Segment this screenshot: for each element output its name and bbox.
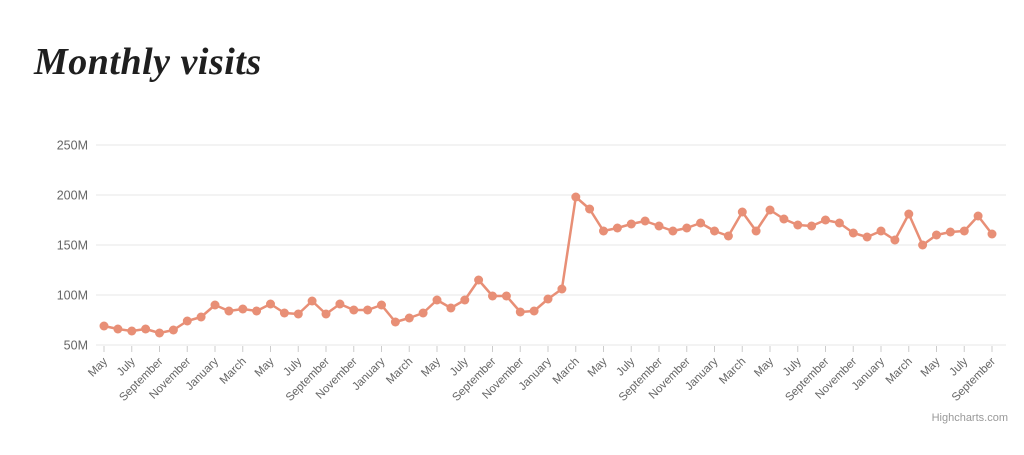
data-point-marker[interactable] [377,300,386,310]
data-point-marker[interactable] [127,326,137,336]
data-point-marker[interactable] [113,324,123,334]
data-point-marker[interactable] [973,211,983,221]
x-axis-tick-label: May [919,355,943,379]
data-point-marker[interactable] [876,226,886,236]
chart-title: Monthly visits [34,41,262,83]
series-line [102,195,994,335]
data-point-marker[interactable] [751,226,761,236]
data-point-marker[interactable] [668,226,678,236]
x-axis-tick-label: July [448,355,471,378]
data-point-marker[interactable] [488,291,497,301]
data-point-marker[interactable] [821,215,830,225]
data-point-marker[interactable] [501,291,511,301]
data-point-marker[interactable] [682,223,692,233]
x-axis-tick-label: July [947,355,970,378]
data-point-marker[interactable] [321,309,331,319]
x-axis-tick-label: May [86,355,110,379]
data-point-marker[interactable] [571,192,581,202]
data-point-marker[interactable] [862,232,872,242]
x-axis-tick-label: May [586,355,610,379]
data-point-marker[interactable] [238,304,248,314]
data-point-marker[interactable] [404,313,414,323]
data-point-marker[interactable] [363,305,373,315]
data-point-marker[interactable] [307,296,317,306]
data-point-marker[interactable] [834,218,844,228]
data-point-marker[interactable] [737,207,747,217]
x-axis-tick-label: July [281,355,304,378]
data-point-marker[interactable] [141,324,151,334]
data-point-marker[interactable] [266,299,275,309]
data-point-marker[interactable] [945,227,955,237]
x-axis-tick-label: March [884,356,915,387]
data-point-marker[interactable] [696,218,706,228]
y-axis-tick-label: 150M [57,239,88,253]
data-point-marker[interactable] [904,209,914,219]
data-point-marker[interactable] [155,328,164,338]
data-point-marker[interactable] [890,235,900,245]
grid-lines [96,144,1006,346]
x-axis-tick-label: May [752,355,776,379]
data-point-marker[interactable] [279,308,289,318]
data-point-marker[interactable] [612,223,622,233]
x-axis-tick-label: July [115,355,138,378]
y-axis-tick-label: 250M [57,139,88,153]
y-axis-labels: 50M 100M 150M 200M 250M [57,139,88,353]
data-point-marker[interactable] [210,300,220,310]
data-point-marker[interactable] [654,221,664,231]
data-point-marker[interactable] [848,228,858,238]
data-point-marker[interactable] [460,295,470,305]
y-axis-tick-label: 50M [64,339,88,353]
data-point-marker[interactable] [765,205,775,215]
x-axis-tick-label: May [419,355,443,379]
series-markers[interactable] [99,192,997,338]
data-point-marker[interactable] [585,204,595,214]
data-point-marker[interactable] [779,214,789,224]
x-axis-ticks [103,346,993,352]
data-point-marker[interactable] [515,307,525,317]
data-point-marker[interactable] [252,306,262,316]
data-point-marker[interactable] [390,317,400,327]
data-point-marker[interactable] [349,305,359,315]
data-point-marker[interactable] [807,221,817,231]
data-point-marker[interactable] [474,275,484,285]
data-point-marker[interactable] [224,306,234,316]
x-axis-tick-label: March [717,356,748,387]
x-axis-tick-label: March [551,356,582,387]
y-axis-tick-label: 200M [57,189,88,203]
data-point-marker[interactable] [529,306,539,316]
data-point-marker[interactable] [959,226,969,236]
data-point-marker[interactable] [599,226,608,236]
data-point-marker[interactable] [710,226,719,236]
x-axis-tick-label: March [218,356,249,387]
data-point-marker[interactable] [793,220,803,230]
data-point-marker[interactable] [335,299,345,309]
data-point-marker[interactable] [432,295,442,305]
data-point-marker[interactable] [418,308,428,318]
data-point-marker[interactable] [723,231,733,241]
data-point-marker[interactable] [987,229,997,239]
data-point-marker[interactable] [932,230,941,240]
data-point-marker[interactable] [196,312,206,322]
data-point-marker[interactable] [557,284,567,294]
data-point-marker[interactable] [626,219,636,229]
x-axis-tick-label: May [253,355,277,379]
data-point-marker[interactable] [543,294,553,304]
highcharts-credit-link[interactable]: Highcharts.com [931,412,1008,424]
y-axis-tick-label: 100M [57,289,88,303]
data-point-marker[interactable] [182,316,192,326]
x-axis-tick-label: July [781,355,804,378]
x-axis-tick-label: July [614,355,637,378]
x-axis-tick-label: March [384,356,415,387]
data-point-marker[interactable] [99,321,109,331]
data-point-marker[interactable] [446,303,456,313]
data-point-marker[interactable] [918,240,928,250]
data-point-marker[interactable] [168,325,178,335]
data-point-marker[interactable] [293,309,303,319]
data-point-marker[interactable] [640,216,650,226]
